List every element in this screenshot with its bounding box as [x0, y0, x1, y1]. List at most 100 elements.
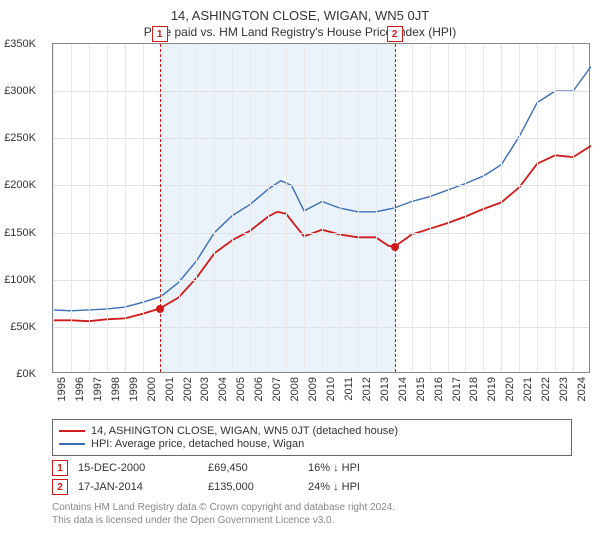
chart-title: 14, ASHINGTON CLOSE, WIGAN, WN5 0JT	[8, 8, 592, 23]
gridline-v	[430, 44, 431, 372]
transaction-marker-box: 2	[52, 479, 68, 495]
x-axis: 1995199619971998199920002001200220032004…	[52, 373, 590, 415]
transaction-row: 1 15-DEC-2000£69,45016% ↓ HPI	[52, 460, 592, 476]
gridline-h	[53, 233, 589, 234]
legend-swatch	[59, 443, 85, 444]
gridline-v	[376, 44, 377, 372]
x-tick-label: 2017	[451, 377, 463, 401]
gridline-v	[161, 44, 162, 372]
gridline-v	[537, 44, 538, 372]
y-tick-label: £100K	[4, 274, 36, 286]
x-tick-label: 1996	[74, 377, 86, 401]
x-tick-label: 2022	[540, 377, 552, 401]
transaction-date: 17-JAN-2014	[78, 481, 208, 493]
x-tick-label: 2014	[397, 377, 409, 401]
gridline-v	[555, 44, 556, 372]
gridline-v	[71, 44, 72, 372]
gridline-v	[304, 44, 305, 372]
gridline-v	[340, 44, 341, 372]
y-tick-label: £50K	[10, 321, 36, 333]
y-tick-label: £350K	[4, 38, 36, 50]
legend-label: 14, ASHINGTON CLOSE, WIGAN, WN5 0JT (det…	[91, 425, 398, 437]
transaction-marker-label: 1	[152, 26, 168, 42]
x-tick-label: 1997	[92, 377, 104, 401]
chart-container: 14, ASHINGTON CLOSE, WIGAN, WN5 0JT Pric…	[0, 0, 600, 560]
transaction-point	[156, 305, 164, 313]
gridline-h	[53, 91, 589, 92]
transaction-price: £69,450	[208, 462, 308, 474]
gridline-v	[107, 44, 108, 372]
gridline-v	[53, 44, 54, 372]
gridline-h	[53, 280, 589, 281]
gridline-v	[501, 44, 502, 372]
legend-item: HPI: Average price, detached house, Wiga…	[59, 438, 565, 450]
gridline-v	[286, 44, 287, 372]
x-tick-label: 2019	[486, 377, 498, 401]
x-tick-label: 2000	[146, 377, 158, 401]
x-tick-label: 2018	[468, 377, 480, 401]
transaction-diff: 24% ↓ HPI	[308, 481, 428, 493]
footer-line: Contains HM Land Registry data © Crown c…	[52, 501, 592, 514]
x-tick-label: 2002	[182, 377, 194, 401]
gridline-v	[143, 44, 144, 372]
transaction-marker-box: 1	[52, 460, 68, 476]
gridline-v	[268, 44, 269, 372]
x-tick-label: 2001	[164, 377, 176, 401]
y-axis: £0K£50K£100K£150K£200K£250K£300K£350K	[0, 44, 40, 374]
gridline-v	[322, 44, 323, 372]
gridline-v	[196, 44, 197, 372]
gridline-v	[89, 44, 90, 372]
x-tick-label: 2011	[343, 377, 355, 401]
plot-area: 12	[52, 43, 590, 373]
gridline-v	[214, 44, 215, 372]
legend-label: HPI: Average price, detached house, Wiga…	[91, 438, 304, 450]
transaction-row: 217-JAN-2014£135,00024% ↓ HPI	[52, 479, 592, 495]
transaction-date: 15-DEC-2000	[78, 462, 208, 474]
x-tick-label: 2013	[379, 377, 391, 401]
gridline-v	[412, 44, 413, 372]
gridline-h	[53, 185, 589, 186]
x-tick-label: 2005	[235, 377, 247, 401]
transaction-refline	[160, 44, 161, 372]
x-tick-label: 2024	[576, 377, 588, 401]
x-tick-label: 1998	[110, 377, 122, 401]
transaction-list: 1 15-DEC-2000£69,45016% ↓ HPI 2 17-JAN-2014…	[8, 460, 592, 495]
legend-swatch	[59, 430, 85, 432]
gridline-v	[465, 44, 466, 372]
footer-line: This data is licensed under the Open Gov…	[52, 514, 592, 527]
y-tick-label: £200K	[4, 179, 36, 191]
gridline-v	[125, 44, 126, 372]
legend: 14, ASHINGTON CLOSE, WIGAN, WN5 0JT (det…	[52, 419, 572, 456]
x-tick-label: 2008	[289, 377, 301, 401]
x-tick-label: 2010	[325, 377, 337, 401]
gridline-v	[448, 44, 449, 372]
y-tick-label: £250K	[4, 132, 36, 144]
gridline-v	[250, 44, 251, 372]
gridline-v	[232, 44, 233, 372]
x-tick-label: 1995	[56, 377, 68, 401]
x-tick-label: 2021	[522, 377, 534, 401]
x-tick-label: 2012	[361, 377, 373, 401]
x-tick-label: 2009	[307, 377, 319, 401]
x-tick-label: 2003	[199, 377, 211, 401]
gridline-v	[483, 44, 484, 372]
gridline-h	[53, 327, 589, 328]
gridline-v	[573, 44, 574, 372]
y-tick-label: £150K	[4, 227, 36, 239]
footer-text: Contains HM Land Registry data © Crown c…	[52, 501, 592, 527]
y-tick-label: £300K	[4, 85, 36, 97]
transaction-diff: 16% ↓ HPI	[308, 462, 428, 474]
x-tick-label: 2016	[433, 377, 445, 401]
gridline-v	[519, 44, 520, 372]
transaction-point	[391, 243, 399, 251]
x-tick-label: 1999	[128, 377, 140, 401]
x-tick-label: 2015	[415, 377, 427, 401]
transaction-marker-label: 2	[387, 26, 403, 42]
legend-item: 14, ASHINGTON CLOSE, WIGAN, WN5 0JT (det…	[59, 425, 565, 437]
transaction-refline	[395, 44, 396, 372]
gridline-v	[358, 44, 359, 372]
gridline-v	[179, 44, 180, 372]
x-tick-label: 2007	[271, 377, 283, 401]
gridline-h	[53, 138, 589, 139]
chart-subtitle: Price paid vs. HM Land Registry's House …	[8, 25, 592, 39]
